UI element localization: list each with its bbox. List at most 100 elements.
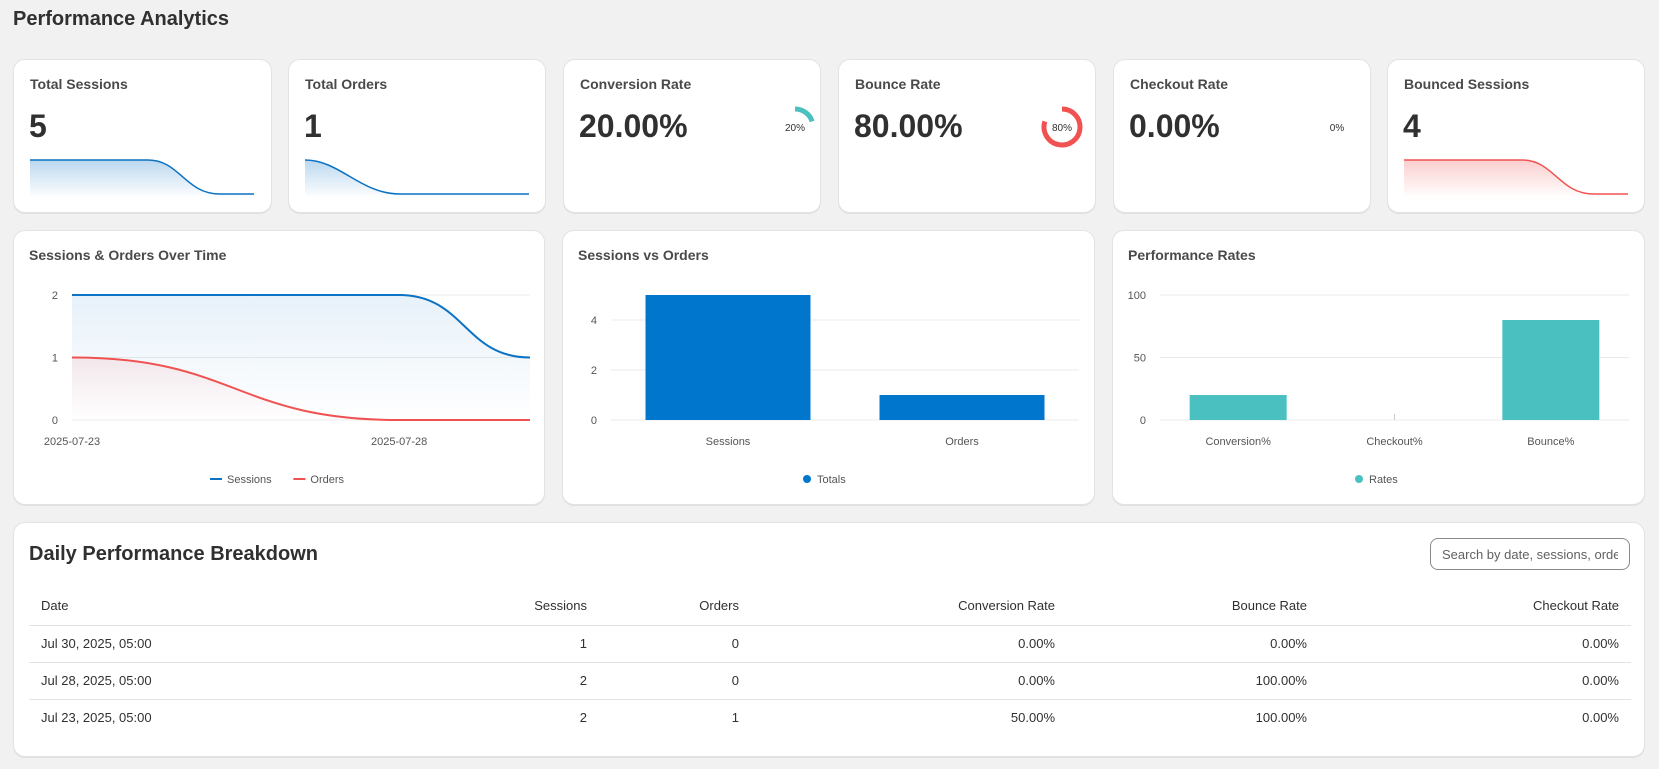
kpi-title: Bounce Rate <box>855 76 941 92</box>
y-tick-label: 0 <box>591 415 597 427</box>
legend-item-totals: Totals <box>803 474 846 486</box>
sparkline-sessions <box>30 159 254 198</box>
rates-chart: 0 50 100 Conversion% Checkout% Bounce% Rates <box>1128 290 1629 486</box>
column-header-bounce-rate[interactable]: Bounce Rate <box>1067 587 1319 626</box>
x-tick-label: Sessions <box>706 436 751 448</box>
legend-item-sessions: Sessions <box>210 474 272 486</box>
kpi-title: Total Sessions <box>30 76 128 92</box>
y-tick-label: 4 <box>591 315 597 327</box>
x-tick-label: Conversion% <box>1205 436 1271 448</box>
bar-chart: 0 2 4 Sessions Orders Totals <box>591 295 1079 486</box>
table-row: Jul 23, 2025, 05:00 2 1 50.00% 100.00% 0… <box>29 699 1631 736</box>
cell-date: Jul 23, 2025, 05:00 <box>41 710 152 726</box>
y-tick-label: 1 <box>52 353 58 365</box>
series-area-orders <box>72 357 530 420</box>
cell-checkout-rate: 0.00% <box>1319 662 1631 700</box>
kpi-value: 5 <box>29 108 47 144</box>
cell-bounce-rate: 100.00% <box>1255 710 1307 726</box>
kpi-title: Checkout Rate <box>1130 76 1229 92</box>
y-tick-label: 50 <box>1134 353 1146 365</box>
kpi-value: 20.00% <box>579 108 688 144</box>
table-row: Jul 28, 2025, 05:00 2 0 0.00% 100.00% 0.… <box>29 662 1631 700</box>
bar-chart-card: Sessions vs Orders 0 2 4 Sessions Orders Tota… <box>562 230 1095 505</box>
chart-title: Performance Rates <box>1128 247 1256 263</box>
cell-date: Jul 30, 2025, 05:00 <box>29 625 449 663</box>
cell-orders: 0 <box>599 662 751 700</box>
rates-chart-card: Performance Rates 0 50 100 Conversion% Check… <box>1112 230 1645 505</box>
y-tick-label: 0 <box>1140 415 1146 427</box>
kpi-title: Conversion Rate <box>580 76 692 92</box>
table-header-row: Date Sessions Orders Conversion Rate Bou… <box>29 587 1631 626</box>
legend-label: Sessions <box>227 474 272 486</box>
conversion-gauge: 20% <box>785 106 815 134</box>
legend-item-rates: Rates <box>1355 474 1398 486</box>
table-title: Daily Performance Breakdown <box>29 543 318 565</box>
gauge-label: 20% <box>785 123 805 134</box>
x-tick-label: 2025-07-23 <box>44 436 100 448</box>
legend-label: Orders <box>310 474 344 486</box>
column-header-checkout-rate[interactable]: Checkout Rate <box>1319 587 1631 626</box>
cell-sessions: 2 <box>579 710 587 726</box>
sparkline-orders <box>305 159 529 198</box>
y-tick-label: 0 <box>52 415 58 427</box>
kpi-title: Total Orders <box>305 76 388 92</box>
column-header-sessions[interactable]: Sessions <box>449 587 599 626</box>
cell-sessions: 1 <box>449 625 599 663</box>
x-tick-label: Checkout% <box>1366 436 1422 448</box>
series-line-sessions <box>71 294 531 359</box>
y-tick-label: 2 <box>591 365 597 377</box>
cell-date: Jul 28, 2025, 05:00 <box>29 662 449 700</box>
y-tick-label: 2 <box>52 290 58 302</box>
bounce-gauge: 80% <box>1041 106 1083 148</box>
cell-checkout-rate: 0.00% <box>1319 625 1631 663</box>
chart-title: Sessions & Orders Over Time <box>29 247 227 263</box>
kpi-card-bounced-sessions: Bounced Sessions 4 <box>1387 59 1645 213</box>
page-title: Performance Analytics <box>13 8 230 30</box>
kpi-card-total-sessions: Total Sessions 5 <box>13 59 272 213</box>
bar-conversion <box>1189 395 1287 420</box>
gauge-label: 80% <box>1052 123 1072 134</box>
cell-conversion-rate: 0.00% <box>751 625 1067 663</box>
performance-table: Date Sessions Orders Conversion Rate Bou… <box>29 587 1631 736</box>
x-tick-label: 2025-07-28 <box>371 436 427 448</box>
kpi-card-checkout-rate: Checkout Rate 0.00% 0% <box>1113 59 1371 213</box>
kpi-title: Bounced Sessions <box>1404 76 1530 92</box>
cell-checkout-rate: 0.00% <box>1582 710 1619 726</box>
table-row: Jul 30, 2025, 05:00 1 0 0.00% 0.00% 0.00… <box>29 625 1631 663</box>
kpi-value: 1 <box>304 108 322 144</box>
cell-conversion-rate: 0.00% <box>751 662 1067 700</box>
search-input[interactable] <box>1430 538 1630 570</box>
bar-sessions <box>645 295 811 420</box>
chart-title: Sessions vs Orders <box>578 247 709 263</box>
bar-orders <box>879 395 1045 420</box>
kpi-card-total-orders: Total Orders 1 <box>288 59 546 213</box>
cell-sessions: 2 <box>449 662 599 700</box>
kpi-card-conversion-rate: Conversion Rate 20.00% 20% <box>563 59 821 213</box>
legend-label: Rates <box>1369 474 1398 486</box>
x-tick-label: Bounce% <box>1527 436 1574 448</box>
cell-orders: 1 <box>731 710 739 726</box>
gauge-label: 0% <box>1330 123 1345 134</box>
x-tick-label: Orders <box>945 436 979 448</box>
legend-label: Totals <box>817 474 846 486</box>
cell-orders: 0 <box>599 625 751 663</box>
checkout-gauge: 0% <box>1330 123 1345 134</box>
cell-conversion-rate: 50.00% <box>1010 710 1055 726</box>
column-header-conversion-rate[interactable]: Conversion Rate <box>751 587 1067 626</box>
bar-bounce <box>1502 320 1600 420</box>
kpi-value: 0.00% <box>1129 108 1220 144</box>
sparkline-bounced <box>1404 159 1628 198</box>
line-chart: 0 1 2 2025-07-23 2025-07-28 Sessions Orders <box>44 290 531 486</box>
kpi-value: 4 <box>1403 108 1421 144</box>
table-card: Daily Performance Breakdown Date Session… <box>13 522 1645 757</box>
kpi-value: 80.00% <box>854 108 963 144</box>
column-header-orders[interactable]: Orders <box>599 587 751 626</box>
cell-bounce-rate: 100.00% <box>1067 662 1319 700</box>
y-tick-label: 100 <box>1128 290 1146 302</box>
line-chart-card: Sessions & Orders Over Time 0 1 2 2025-07-2… <box>13 230 545 505</box>
series-line-orders <box>71 356 530 421</box>
legend-item-orders: Orders <box>293 474 345 486</box>
cell-bounce-rate: 0.00% <box>1067 625 1319 663</box>
column-header-date[interactable]: Date <box>29 587 449 626</box>
kpi-card-bounce-rate: Bounce Rate 80.00% 80% <box>838 59 1096 213</box>
